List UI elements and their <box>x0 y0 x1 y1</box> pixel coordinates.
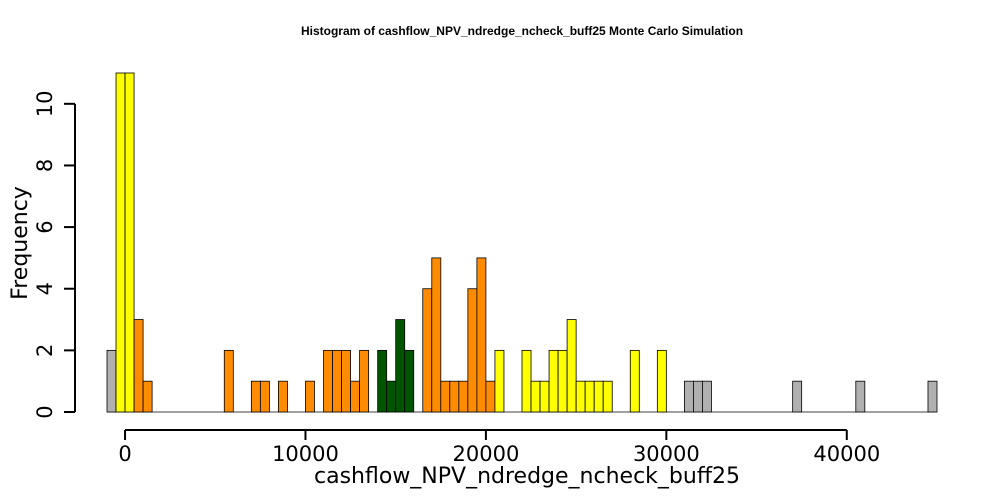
y-tick-label: 10 <box>33 90 57 117</box>
x-axis: 0 10000 20000 30000 40000 <box>118 429 880 466</box>
histogram-bar <box>539 380 550 413</box>
histogram-bar <box>124 72 135 413</box>
x-tick-label: 10000 <box>272 442 339 466</box>
histogram-bar <box>485 380 496 413</box>
y-axis: 0 2 4 6 8 10 <box>33 90 76 419</box>
histogram-bars <box>106 72 938 413</box>
histogram-bar <box>467 288 478 413</box>
histogram-bar <box>494 349 505 413</box>
histogram-bar <box>350 380 361 413</box>
histogram-bar <box>106 349 117 413</box>
histogram-bar <box>223 349 234 413</box>
histogram-bar <box>259 380 270 413</box>
histogram-bar <box>142 380 153 413</box>
histogram-bar <box>341 349 351 413</box>
histogram-bar <box>629 349 640 413</box>
histogram-bar <box>566 319 577 413</box>
histogram-bar <box>332 349 342 413</box>
histogram-bar <box>458 380 469 413</box>
histogram-bar <box>431 257 442 413</box>
histogram-bar <box>386 380 397 413</box>
y-tick-label: 4 <box>33 282 57 295</box>
histogram-bar <box>521 349 532 413</box>
histogram-bar <box>855 380 866 413</box>
histogram-bar <box>575 380 586 413</box>
y-tick-label: 0 <box>33 405 57 418</box>
histogram-bar <box>449 380 460 413</box>
y-tick-label: 2 <box>33 344 57 357</box>
histogram-bar <box>440 380 451 413</box>
histogram-bar <box>584 380 595 413</box>
histogram-bar <box>422 288 433 413</box>
histogram-bar <box>395 319 406 413</box>
histogram-bar <box>683 380 694 413</box>
x-tick-label: 30000 <box>633 442 700 466</box>
histogram-bar <box>548 349 559 413</box>
histogram-bar <box>359 349 370 413</box>
x-tick-label: 20000 <box>453 442 520 466</box>
y-tick-label: 8 <box>33 159 57 172</box>
y-tick-label: 6 <box>33 220 57 233</box>
histogram-bar <box>593 380 604 413</box>
histogram-bar <box>250 380 261 413</box>
histogram-bar <box>133 319 144 413</box>
histogram-bar <box>377 349 388 413</box>
x-tick-label: 0 <box>118 442 131 466</box>
histogram-bar <box>476 257 487 413</box>
histogram-bar <box>656 349 667 413</box>
histogram-bar <box>927 380 938 413</box>
histogram-bar <box>792 380 803 413</box>
histogram-bar <box>602 380 613 413</box>
histogram-bar <box>115 72 126 413</box>
x-axis-label: cashflow_NPV_ndredge_ncheck_buff25 <box>314 464 740 489</box>
histogram-bar <box>305 380 315 413</box>
y-axis-label: Frequency <box>8 186 33 300</box>
histogram-bar <box>693 380 703 413</box>
histogram-bar <box>557 349 568 413</box>
x-tick-label: 40000 <box>813 442 880 466</box>
histogram-bar <box>530 380 541 413</box>
histogram-bar <box>323 349 333 413</box>
chart-title: Histogram of cashflow_NPV_ndredge_ncheck… <box>301 24 743 38</box>
histogram-bar <box>404 349 415 413</box>
histogram-bar <box>702 380 712 413</box>
histogram-bar <box>278 380 288 413</box>
